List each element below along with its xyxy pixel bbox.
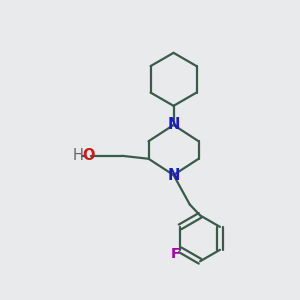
Text: F: F <box>171 247 181 261</box>
Text: N: N <box>167 118 180 133</box>
Text: O: O <box>82 148 94 163</box>
Text: N: N <box>167 167 180 182</box>
Text: H: H <box>72 148 83 163</box>
